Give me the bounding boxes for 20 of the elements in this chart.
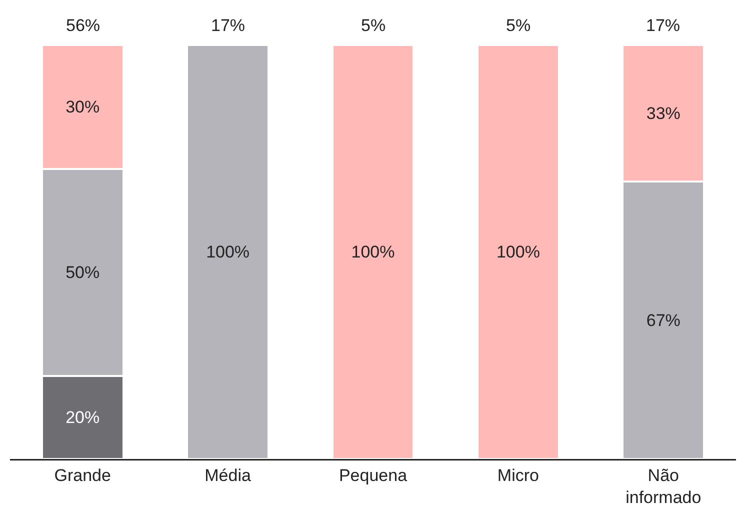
data-label: 20% xyxy=(66,408,100,428)
data-label: 50% xyxy=(66,263,100,282)
annotation: 17% xyxy=(211,16,246,35)
bar xyxy=(476,45,560,459)
annotation: 5% xyxy=(506,16,531,35)
data-label: 30% xyxy=(66,98,100,117)
data-label: 100% xyxy=(206,242,250,262)
x-tick-label: Pequena xyxy=(338,466,408,485)
data-label: 100% xyxy=(496,242,540,262)
x-tick-label: Grande xyxy=(54,466,111,485)
x-tick-label: Micro xyxy=(497,466,539,485)
data-label: 33% xyxy=(646,104,680,123)
data-label: 67% xyxy=(646,310,680,330)
annotation: 5% xyxy=(361,16,386,35)
annotation: 17% xyxy=(646,16,680,35)
annotation: 56% xyxy=(66,16,100,35)
data-label: 100% xyxy=(351,242,395,262)
x-tick-label: Média xyxy=(204,466,252,485)
x-tick-label: Não informado xyxy=(626,466,702,507)
bar xyxy=(186,45,270,459)
